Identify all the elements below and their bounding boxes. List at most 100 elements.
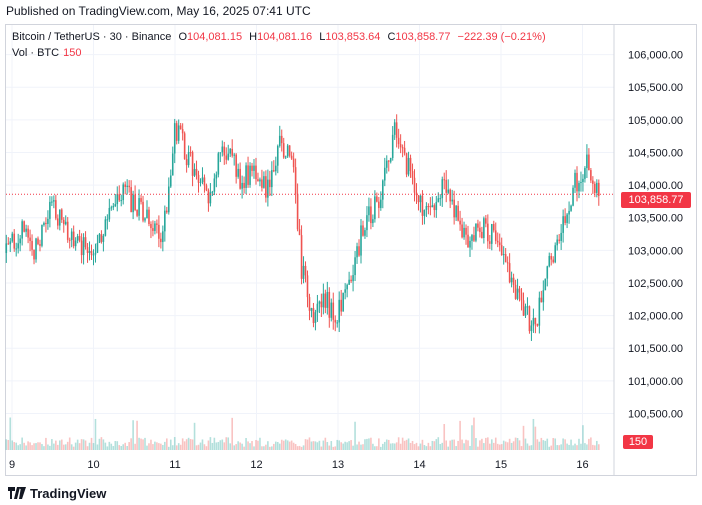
volume-bar [540,437,543,450]
symbol-label[interactable]: Bitcoin / TetherUS · 30 · Binance [12,31,172,43]
volume-label[interactable]: Vol · BTC [12,47,60,59]
candle-body [338,299,341,323]
candle-body [596,182,598,193]
volume-bar [181,438,184,450]
volume-bar [342,443,344,450]
volume-bar [146,445,148,450]
volume-bar [41,444,43,450]
candle-body [106,219,109,221]
volume-bar [74,442,77,450]
volume-bar [39,442,41,450]
volume-bar [344,441,346,450]
volume-bar [560,444,562,450]
volume-bar [142,439,144,450]
volume-bar [481,438,483,450]
candle-body [62,219,65,225]
candle-body [536,323,539,326]
volume-bar [15,442,18,450]
candle-body [508,263,511,283]
candle-body [286,145,289,157]
candle-body [427,206,430,208]
candle-body [110,207,113,209]
candle-body [459,220,461,225]
candle-body [203,177,206,186]
y-tick-label: 101,000.00 [628,376,683,388]
candle-body [221,146,224,153]
tradingview-footer[interactable]: TradingView [8,485,106,502]
volume-bar [55,440,57,450]
x-tick-label: 14 [413,459,425,471]
volume-bar [494,437,497,450]
candle-body [223,146,226,156]
volume-bar [405,439,408,450]
volume-bar [332,446,335,450]
y-tick-label: 103,000.00 [628,245,683,257]
candle-body [219,152,222,154]
candle-body [518,288,521,293]
volume-bar [421,439,424,450]
candle-body [308,297,311,311]
volume-bar [205,446,208,450]
candle-body [126,185,128,187]
volume-bar [274,441,277,450]
candle-body [164,210,166,232]
candle-body [274,165,277,172]
volume-bar [409,442,412,450]
candle-body [205,185,208,191]
candle-body [207,190,210,204]
volume-bar [114,441,117,450]
candle-body [154,223,156,231]
candle-body [564,216,566,223]
volume-bar [435,439,438,450]
volume-bar [334,446,337,450]
candle-body [554,245,557,263]
y-tick-label: 104,500.00 [628,147,683,159]
volume-bar [370,437,372,450]
candle-body [94,252,97,255]
volume-bar [134,443,136,450]
candle-body [538,297,541,326]
candle-body [504,254,507,263]
candle-body [276,145,279,166]
volume-bar [70,444,73,450]
volume-bar [378,438,380,450]
candle-body [13,233,16,249]
candle-body [96,243,99,253]
volume-bar [124,442,126,450]
candle-body [318,301,321,304]
volume-bar [304,439,307,450]
candle-body [15,248,18,250]
candle-body [263,176,265,188]
volume-bar [138,437,140,450]
volume-bar [263,446,265,450]
candle-body [344,289,346,293]
candle-body [29,237,31,241]
volume-bar [391,443,394,450]
volume-bar [356,444,358,450]
volume-bar [57,444,59,450]
volume-bar [175,445,178,450]
candle-body [477,223,479,228]
volume-bar [171,445,174,450]
y-tick-label: 106,000.00 [628,50,683,62]
candle-body [209,192,212,204]
volume-bar [207,440,210,450]
volume-bar [122,444,125,450]
candle-body [526,306,529,308]
candle-body [378,201,380,208]
candle-body [364,230,366,236]
candle-body [380,199,382,208]
volume-bar [534,426,537,450]
candle-body [118,194,121,201]
candle-body [433,205,436,211]
candle-body [548,256,551,267]
volume-bar [251,441,253,450]
volume-bar [465,439,467,450]
candle-body [372,219,374,224]
volume-bar [233,445,235,450]
volume-bar [451,439,453,450]
volume-bar [78,443,81,450]
candle-body [267,179,269,198]
volume-bar [53,443,55,450]
